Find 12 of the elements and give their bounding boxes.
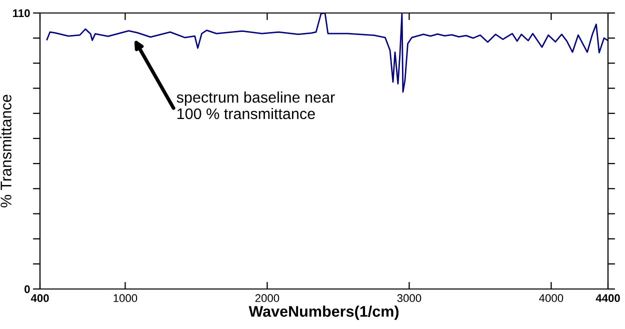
x-tick-label: 4400: [596, 294, 620, 302]
x-tick-label: 3000: [397, 294, 422, 302]
y-axis-title: % Transmittance: [0, 94, 12, 208]
line-series: [46, 13, 608, 93]
y-tick-label: 0: [24, 285, 30, 294]
x-tick-label: 2000: [255, 294, 280, 302]
y-tick-label: 110: [13, 9, 30, 18]
x-tick-label: 400: [30, 294, 49, 302]
x-tick-label: 4000: [539, 294, 564, 302]
x-tick-label: 1000: [114, 294, 138, 302]
annotation: spectrum baseline near 100 % transmittance: [176, 91, 335, 120]
x-axis-title: WaveNumbers(1/cm): [248, 306, 399, 320]
